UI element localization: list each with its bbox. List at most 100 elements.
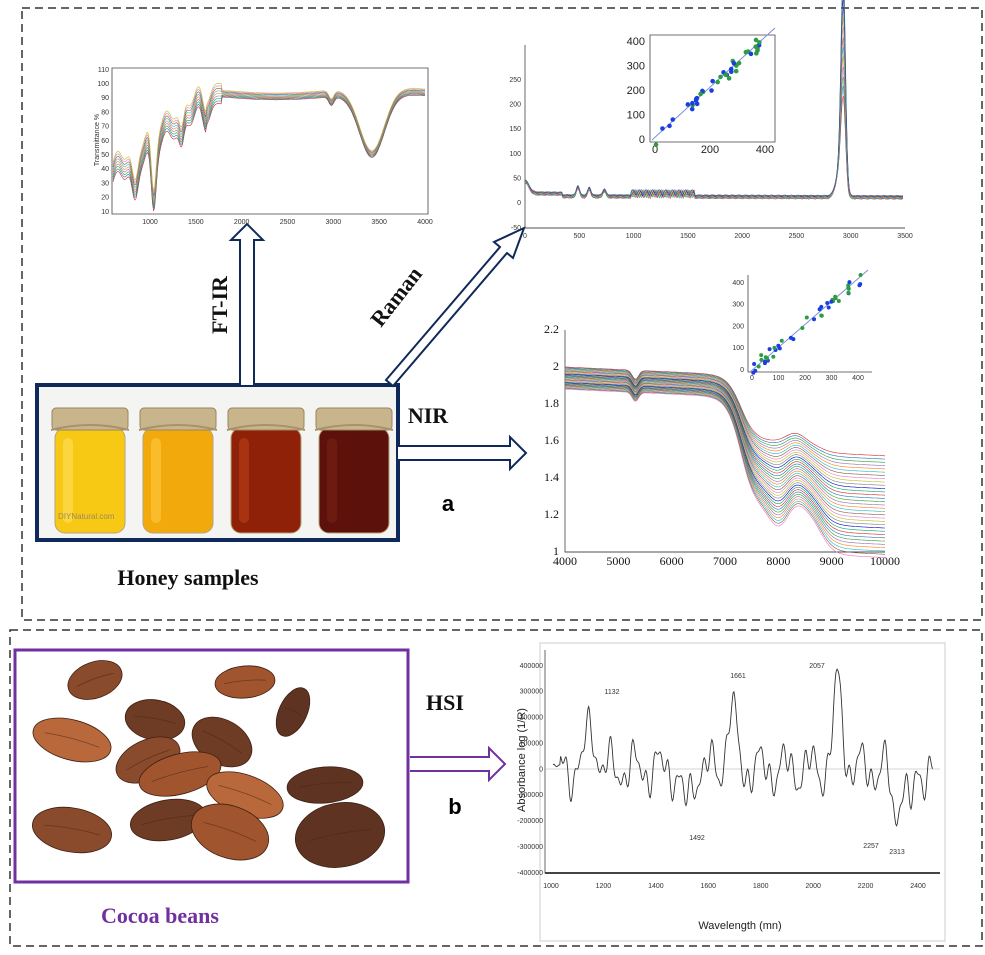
honey-photo: DIYNatural.com	[37, 385, 398, 540]
scatter-dot	[752, 362, 756, 366]
arrow-ftir	[231, 224, 263, 385]
scatter-dot	[654, 142, 659, 147]
peak-label: 2057	[809, 663, 825, 670]
x-tick-label: 3500	[897, 233, 913, 240]
x-tick-label: 1500	[680, 233, 696, 240]
nir-label: NIR	[408, 403, 449, 428]
x-tick-label: 2000	[734, 233, 750, 240]
y-tick-label: 90	[101, 95, 109, 102]
scatter-dot	[847, 280, 851, 284]
peak-label: 1661	[730, 673, 746, 680]
x-tick-label: 5000	[606, 554, 630, 568]
y-tick-label: 60	[101, 138, 109, 145]
y-tick-label: -400000	[517, 870, 543, 877]
y-tick-label: 10	[101, 209, 109, 216]
x-tick-label: 100	[773, 375, 785, 382]
y-tick-label: 30	[101, 180, 109, 187]
x-tick-label: 0	[523, 233, 527, 240]
x-tick-label: 1000	[626, 233, 642, 240]
y-tick-label: 110	[98, 67, 109, 74]
raman-label: Raman	[365, 262, 427, 331]
x-tick-label: 2000	[234, 219, 250, 226]
watermark: DIYNatural.com	[58, 512, 115, 521]
scatter-dot	[737, 61, 742, 66]
y-tick-label: 50	[513, 176, 521, 183]
scatter-dot	[709, 88, 714, 93]
scatter-dot	[670, 117, 675, 122]
x-tick-label: 8000	[766, 554, 790, 568]
x-tick-label: 4000	[417, 219, 433, 226]
y-tick-label: 300	[627, 60, 645, 72]
y-tick-label: 200	[732, 323, 744, 330]
figure: DIYNatural.com FT-IR Raman NIR a Honey s…	[0, 0, 985, 950]
y-tick-label: 40	[101, 166, 109, 173]
spectrum-line	[113, 95, 425, 211]
y-tick-label: 1.8	[544, 396, 559, 410]
x-tick-label: 1600	[700, 883, 716, 890]
scatter-dot	[819, 314, 823, 318]
scatter-dot	[686, 102, 691, 107]
x-tick-label: 2500	[280, 219, 296, 226]
hsi-label: HSI	[426, 690, 464, 715]
x-tick-label: 1500	[188, 219, 204, 226]
scatter-dot	[759, 353, 763, 357]
ftir-label: FT-IR	[207, 275, 232, 334]
arrow-nir	[398, 437, 526, 469]
scatter-dot	[846, 291, 850, 295]
y-tick-label: 70	[101, 124, 109, 131]
x-tick-label: 3000	[843, 233, 859, 240]
y-tick-label: 100	[97, 81, 109, 88]
jar-shine	[327, 438, 337, 523]
scatter-dot	[827, 306, 831, 310]
scatter-dot	[805, 316, 809, 320]
scatter-dot	[780, 339, 784, 343]
x-tick-label: 1000	[142, 219, 158, 226]
scatter-dot	[729, 67, 734, 72]
y-tick-label: 80	[101, 109, 109, 116]
x-tick-label: 9000	[820, 554, 844, 568]
panel-label: a	[442, 491, 455, 516]
page: {"panel_a": {"label": "a", "caption": "H…	[0, 0, 985, 950]
y-tick-label: 100	[627, 109, 645, 121]
scatter-dot	[771, 355, 775, 359]
y-tick-label: 400	[627, 36, 645, 48]
scatter-dot	[723, 73, 728, 78]
y-tick-label: 0	[517, 200, 521, 207]
scatter-dot	[837, 299, 841, 303]
x-tick-label: 2000	[805, 883, 821, 890]
y-tick-label: 150	[509, 126, 521, 133]
jar-shine	[151, 438, 161, 523]
scatter-dot	[768, 347, 772, 351]
x-tick-label: 7000	[713, 554, 737, 568]
x-tick-label: 4000	[553, 554, 577, 568]
y-tick-label: 250	[509, 77, 521, 84]
jar-shine	[239, 438, 249, 523]
peak-label: 2313	[889, 849, 905, 856]
x-tick-label: 200	[799, 375, 811, 382]
y-tick-label: 2.2	[544, 322, 559, 336]
scatter-dot	[753, 369, 757, 373]
x-tick-label: 400	[756, 144, 774, 156]
spectrum-line	[565, 385, 885, 538]
scatter-dot	[727, 76, 732, 81]
peak-label: 1132	[604, 689, 619, 696]
y-tick-label: -300000	[517, 844, 543, 851]
y-tick-label: 20	[101, 195, 109, 202]
scatter-dot	[749, 52, 754, 57]
y-tick-label: 1.2	[544, 507, 559, 521]
scatter-dot	[694, 98, 699, 103]
scatter-dot	[759, 358, 763, 362]
y-tick-label: 400	[732, 280, 744, 287]
scatter-dot	[660, 126, 665, 131]
scatter-dot	[715, 80, 720, 85]
x-tick-label: 3000	[326, 219, 342, 226]
x-tick-label: 3500	[371, 219, 387, 226]
arrow-raman	[386, 228, 524, 386]
x-tick-label: 1200	[596, 883, 612, 890]
scatter-dot	[763, 361, 767, 365]
x-tick-label: 6000	[660, 554, 684, 568]
y-tick-label: -200000	[517, 818, 543, 825]
scatter-dot	[772, 346, 776, 350]
scatter-dot	[765, 356, 769, 360]
spectrum-frame	[540, 643, 945, 941]
